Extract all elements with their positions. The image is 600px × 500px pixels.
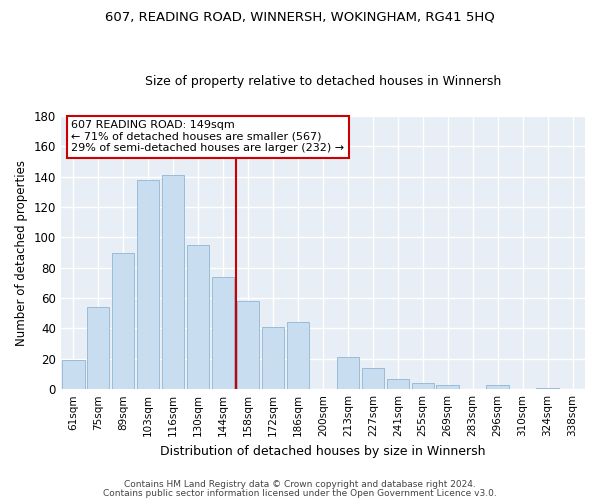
Bar: [87, 307, 109, 389]
Title: Size of property relative to detached houses in Winnersh: Size of property relative to detached ho…: [145, 76, 501, 88]
Text: 607, READING ROAD, WINNERSH, WOKINGHAM, RG41 5HQ: 607, READING ROAD, WINNERSH, WOKINGHAM, …: [105, 10, 495, 23]
Bar: [137, 180, 160, 389]
Text: Contains HM Land Registry data © Crown copyright and database right 2024.: Contains HM Land Registry data © Crown c…: [124, 480, 476, 489]
Bar: [187, 245, 209, 389]
Bar: [436, 384, 459, 389]
Bar: [112, 252, 134, 389]
Bar: [287, 322, 309, 389]
Bar: [536, 388, 559, 389]
Text: Contains public sector information licensed under the Open Government Licence v3: Contains public sector information licen…: [103, 490, 497, 498]
Bar: [262, 327, 284, 389]
Bar: [362, 368, 384, 389]
Bar: [212, 277, 234, 389]
Bar: [487, 384, 509, 389]
Bar: [237, 301, 259, 389]
Bar: [62, 360, 85, 389]
Bar: [386, 378, 409, 389]
Text: 607 READING ROAD: 149sqm
← 71% of detached houses are smaller (567)
29% of semi-: 607 READING ROAD: 149sqm ← 71% of detach…: [71, 120, 344, 154]
Bar: [412, 383, 434, 389]
Bar: [162, 175, 184, 389]
X-axis label: Distribution of detached houses by size in Winnersh: Distribution of detached houses by size …: [160, 444, 485, 458]
Bar: [337, 358, 359, 389]
Y-axis label: Number of detached properties: Number of detached properties: [15, 160, 28, 346]
